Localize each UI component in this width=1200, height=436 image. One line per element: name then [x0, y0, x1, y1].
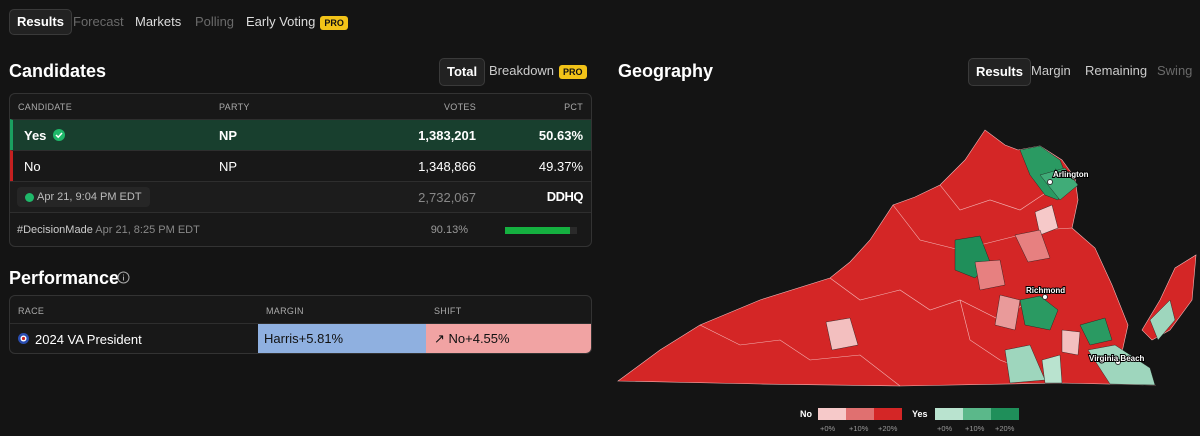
tab-markets[interactable]: Markets [135, 14, 182, 29]
candidate-row: No NP 1,348,866 49.37% [10, 150, 591, 181]
legend-yes: Yes [912, 409, 928, 419]
city-label: Richmond [1026, 286, 1065, 295]
section-title: Performance [9, 268, 120, 288]
source: DDHQ [546, 189, 584, 204]
race-row: 2024 VA President Harris+5.81% ↗ No+4.55… [10, 323, 591, 353]
tab-results[interactable]: Results [9, 9, 72, 35]
reporting-bar [505, 227, 570, 234]
decision-tag: #DecisionMade [17, 224, 93, 236]
candidate-row: Yes NP 1,383,201 50.63% [10, 119, 591, 151]
counties-no-light [825, 204, 1081, 356]
city-label: Arlington [1053, 170, 1089, 179]
tab-early-voting[interactable]: Early Voting PRO [246, 10, 348, 34]
race-name: 2024 VA President [35, 332, 142, 347]
tab-forecast[interactable]: Forecast [73, 14, 124, 29]
decision-row: #DecisionMade Apr 21, 8:25 PM EDT 90.13% [10, 212, 591, 246]
pct: 50.63% [538, 128, 583, 143]
votes: 1,383,201 [418, 128, 476, 143]
summary-row: Apr 21, 9:04 PM EDT 2,732,067 DDHQ [10, 181, 591, 212]
section-title: Candidates [9, 61, 107, 81]
legend-tick: +0% [937, 424, 953, 433]
map-labels: Arlington Richmond Virginia Beach [1025, 169, 1146, 365]
live-dot [25, 193, 34, 202]
tab-label: Early Voting [246, 14, 316, 29]
name: Yes [24, 128, 47, 143]
reporting-track [505, 227, 577, 234]
candidate-name: No [24, 159, 41, 174]
counties-yes [954, 145, 1176, 386]
legend: No Yes +0% +10% +20% +0% +10% +20% [800, 408, 1019, 433]
legend-no: No [800, 409, 812, 419]
pro-badge: PRO [559, 64, 587, 79]
toggle-label: Breakdown [489, 63, 555, 78]
column-header: MARGIN [266, 306, 304, 316]
legend-tick: +20% [995, 424, 1015, 433]
party: NP [219, 128, 238, 143]
city-label: Virginia Beach [1089, 354, 1145, 363]
votes: 1,348,866 [418, 159, 476, 174]
updated-time: Apr 21, 9:04 PM EDT [17, 187, 150, 207]
column-header: SHIFT [434, 306, 462, 316]
decision-time: Apr 21, 8:25 PM EDT [95, 224, 200, 236]
pct: 49.37% [538, 159, 583, 174]
shift-cell: ↗ No+4.55% [426, 324, 591, 353]
section-title: Geography [618, 61, 714, 81]
party: NP [219, 159, 238, 174]
column-header: PARTY [219, 102, 250, 112]
winner-check [53, 129, 66, 141]
column-header: RACE [18, 306, 45, 316]
legend-tick: +0% [820, 424, 836, 433]
legend-tick: +20% [878, 424, 898, 433]
legend-tick: +10% [965, 424, 985, 433]
geo-tab-margin[interactable]: Margin [1031, 63, 1071, 78]
toggle-total[interactable]: Total [439, 58, 486, 86]
geo-tab-swing[interactable]: Swing [1157, 63, 1193, 78]
geo-tab-remaining[interactable]: Remaining [1085, 63, 1148, 78]
info-icon[interactable] [117, 271, 130, 284]
pro-badge: PRO [320, 15, 348, 30]
reporting-pct: 90.13% [430, 224, 468, 236]
candidates-table: CANDIDATE PARTY VOTES PCT Yes NP 1,383,2… [9, 93, 592, 247]
tab-polling[interactable]: Polling [195, 14, 235, 29]
decision: #DecisionMade Apr 21, 8:25 PM EDT [17, 224, 200, 236]
column-header: PCT [564, 102, 583, 112]
margin-cell: Harris+5.81% [258, 324, 426, 353]
total-votes: 2,732,067 [418, 190, 476, 205]
column-header: VOTES [443, 102, 476, 112]
performance-table: RACE MARGIN SHIFT 2024 VA President Harr… [9, 295, 592, 354]
geo-tab-results[interactable]: Results [968, 58, 1031, 86]
race-icon [18, 333, 29, 344]
toggle-breakdown[interactable]: Breakdown PRO [489, 59, 587, 83]
column-header: CANDIDATE [18, 102, 73, 112]
candidate-name: Yes [24, 128, 66, 143]
legend-tick: +10% [849, 424, 869, 433]
